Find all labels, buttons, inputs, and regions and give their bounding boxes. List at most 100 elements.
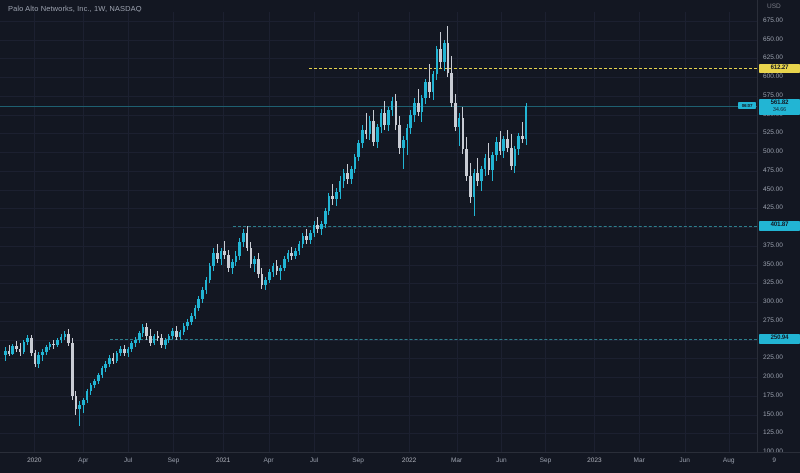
candlestick[interactable] xyxy=(442,12,446,452)
candlestick[interactable] xyxy=(26,12,29,452)
candlestick[interactable] xyxy=(517,12,520,452)
candlestick[interactable] xyxy=(416,12,420,452)
candlestick[interactable] xyxy=(41,12,44,452)
candlestick[interactable] xyxy=(495,12,498,452)
candlestick[interactable] xyxy=(223,12,227,452)
candlestick[interactable] xyxy=(390,12,394,452)
candlestick[interactable] xyxy=(323,12,327,452)
candlestick[interactable] xyxy=(190,12,193,452)
candlestick[interactable] xyxy=(405,12,409,452)
candlestick[interactable] xyxy=(238,12,241,452)
candlestick[interactable] xyxy=(256,12,260,452)
candlestick[interactable] xyxy=(22,12,26,452)
candlestick[interactable] xyxy=(134,12,137,452)
candlestick[interactable] xyxy=(111,12,115,452)
candlestick[interactable] xyxy=(15,12,18,452)
candlestick[interactable] xyxy=(372,12,375,452)
candlestick[interactable] xyxy=(245,12,249,452)
candlestick[interactable] xyxy=(141,12,145,452)
candlestick[interactable] xyxy=(394,12,398,452)
candlestick[interactable] xyxy=(331,12,334,452)
candlestick[interactable] xyxy=(126,12,130,452)
candlestick[interactable] xyxy=(465,12,468,452)
candlestick[interactable] xyxy=(108,12,111,452)
candlestick[interactable] xyxy=(283,12,286,452)
candlestick[interactable] xyxy=(342,12,346,452)
candlestick[interactable] xyxy=(74,12,78,452)
candlestick[interactable] xyxy=(349,12,353,452)
candlestick[interactable] xyxy=(320,12,323,452)
candlestick[interactable] xyxy=(171,12,174,452)
candlestick[interactable] xyxy=(398,12,401,452)
candlestick[interactable] xyxy=(230,12,234,452)
candlestick[interactable] xyxy=(30,12,33,452)
candlestick[interactable] xyxy=(204,12,208,452)
candlestick[interactable] xyxy=(104,12,108,452)
candlestick[interactable] xyxy=(160,12,163,452)
candlestick[interactable] xyxy=(480,12,483,452)
candlestick[interactable] xyxy=(193,12,197,452)
candlestick[interactable] xyxy=(305,12,308,452)
candlestick[interactable] xyxy=(524,12,528,452)
candlestick[interactable] xyxy=(439,12,442,452)
candlestick[interactable] xyxy=(338,12,342,452)
candlestick[interactable] xyxy=(130,12,134,452)
candlestick[interactable] xyxy=(476,12,480,452)
candlestick[interactable] xyxy=(234,12,238,452)
time-scale[interactable]: 2020 Apr Jul Sep 2021 Apr Jul Sep 2022 Mar Jun Sep 2… xyxy=(0,452,800,473)
candlestick[interactable] xyxy=(264,12,267,452)
candlestick[interactable] xyxy=(212,12,215,452)
candlestick[interactable] xyxy=(59,12,63,452)
candlestick[interactable] xyxy=(227,12,230,452)
candlestick[interactable] xyxy=(431,12,435,452)
candlestick[interactable] xyxy=(268,12,271,452)
candlestick[interactable] xyxy=(82,12,85,452)
candlestick[interactable] xyxy=(97,12,100,452)
candlestick[interactable] xyxy=(11,12,15,452)
candlestick[interactable] xyxy=(312,12,316,452)
candlestick[interactable] xyxy=(201,12,204,452)
candlestick[interactable] xyxy=(119,12,122,452)
candlestick[interactable] xyxy=(294,12,297,452)
candlestick[interactable] xyxy=(435,12,439,452)
candlestick[interactable] xyxy=(242,12,245,452)
candlestick[interactable] xyxy=(249,12,253,452)
candlestick[interactable] xyxy=(44,12,48,452)
candlestick[interactable] xyxy=(63,12,67,452)
candlestick[interactable] xyxy=(446,12,450,452)
candlestick[interactable] xyxy=(275,12,279,452)
candlestick[interactable] xyxy=(93,12,96,452)
candlestick[interactable] xyxy=(353,12,357,452)
candlestick[interactable] xyxy=(502,12,506,452)
candlestick[interactable] xyxy=(335,12,338,452)
candlestick[interactable] xyxy=(253,12,256,452)
candlestick[interactable] xyxy=(52,12,55,452)
candlestick[interactable] xyxy=(368,12,372,452)
candlestick[interactable] xyxy=(286,12,290,452)
candlestick[interactable] xyxy=(152,12,156,452)
resistance-price-tag[interactable]: 612.27 xyxy=(759,63,800,74)
candlestick[interactable] xyxy=(163,12,167,452)
candlestick[interactable] xyxy=(361,12,364,452)
candlestick[interactable] xyxy=(115,12,119,452)
candlestick[interactable] xyxy=(513,12,517,452)
candlestick[interactable] xyxy=(301,12,305,452)
candlestick[interactable] xyxy=(182,12,186,452)
candlestick[interactable] xyxy=(376,12,379,452)
candlestick[interactable] xyxy=(149,12,152,452)
candlestick[interactable] xyxy=(450,12,453,452)
price-scale[interactable]: USD 675.00650.00625.00600.00575.00550.00… xyxy=(738,0,800,455)
candlestick[interactable] xyxy=(156,12,160,452)
candlestick[interactable] xyxy=(178,12,182,452)
candlestick[interactable] xyxy=(33,12,37,452)
candlestick[interactable] xyxy=(309,12,312,452)
symbol-header[interactable]: Palo Alto Networks, Inc., 1W, NASDAQ xyxy=(8,4,142,13)
candlestick[interactable] xyxy=(137,12,141,452)
last-price-tag[interactable]: 561.82 34.66 xyxy=(759,98,800,116)
candlestick[interactable] xyxy=(472,12,476,452)
candlestick[interactable] xyxy=(37,12,41,452)
candlestick[interactable] xyxy=(454,12,457,452)
candlestick[interactable] xyxy=(413,12,416,452)
candlestick[interactable] xyxy=(186,12,189,452)
candlestick[interactable] xyxy=(316,12,320,452)
